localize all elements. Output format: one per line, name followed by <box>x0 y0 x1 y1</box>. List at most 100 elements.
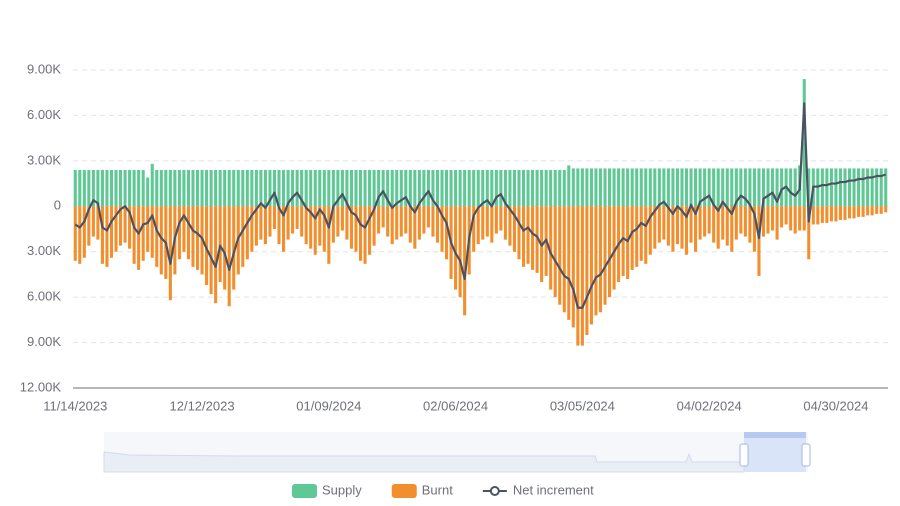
bar <box>716 206 720 249</box>
bar <box>598 168 603 207</box>
bar <box>490 169 494 207</box>
bar <box>358 169 363 207</box>
bar <box>445 169 449 207</box>
bar <box>847 168 852 207</box>
x-tick-label: 12/12/2023 <box>170 398 235 413</box>
x-tick-label: 11/14/2023 <box>43 398 107 413</box>
bar <box>816 206 820 225</box>
bar <box>626 206 630 279</box>
bar <box>875 206 879 214</box>
bar <box>512 206 516 252</box>
bar <box>445 206 449 260</box>
bar <box>644 206 648 264</box>
bar <box>218 206 222 282</box>
bar <box>870 206 874 216</box>
bar <box>340 169 344 207</box>
bar <box>766 168 770 207</box>
bar <box>141 169 145 207</box>
slider-handle[interactable] <box>801 443 811 467</box>
bar <box>309 206 313 249</box>
bar <box>503 206 507 240</box>
bar <box>585 206 589 335</box>
legend-label: Net increment <box>513 482 594 497</box>
bar <box>639 168 643 207</box>
legend-item[interactable]: Supply <box>292 482 362 498</box>
bar <box>802 206 806 231</box>
bar <box>761 206 766 237</box>
bar <box>666 168 670 207</box>
slider-window[interactable] <box>744 432 806 472</box>
bar <box>694 206 698 252</box>
y-tick-label: 3.00K <box>27 243 61 258</box>
bar <box>354 169 358 207</box>
bar <box>272 206 277 229</box>
bar <box>336 169 340 207</box>
bar <box>458 169 462 207</box>
bar <box>417 206 421 240</box>
bar <box>671 168 675 207</box>
bar <box>639 206 643 261</box>
bar <box>363 206 367 264</box>
bar <box>291 169 295 207</box>
bar <box>417 169 421 207</box>
bar <box>300 206 304 237</box>
slider-move-bar[interactable] <box>744 432 806 438</box>
bar <box>272 169 277 207</box>
bar <box>191 169 195 207</box>
bar <box>87 206 91 246</box>
bar <box>91 169 95 207</box>
bar <box>508 206 512 246</box>
bar <box>295 169 299 207</box>
bar <box>666 206 670 246</box>
bar <box>168 206 172 301</box>
bar <box>205 206 209 286</box>
bar <box>644 168 648 207</box>
bar <box>707 168 711 207</box>
bar <box>780 168 784 207</box>
bar <box>241 169 245 207</box>
bar <box>390 206 394 245</box>
bar <box>721 206 725 240</box>
y-tick-label: 9.00K <box>27 334 61 349</box>
bar <box>485 169 489 207</box>
bar <box>282 169 286 207</box>
bar <box>725 206 729 246</box>
bar <box>313 169 317 207</box>
data-zoom-slider[interactable] <box>103 432 811 473</box>
legend-marker <box>489 486 500 496</box>
bar <box>119 169 123 207</box>
bar <box>300 169 304 207</box>
bar <box>494 206 498 234</box>
bar <box>852 206 856 219</box>
bar <box>286 206 290 240</box>
bar <box>472 169 476 207</box>
bar <box>368 169 372 207</box>
bar <box>232 206 236 290</box>
legend-item[interactable]: Net increment <box>482 482 594 497</box>
bar <box>155 206 159 267</box>
bar <box>223 206 227 290</box>
legend-item[interactable]: Burnt <box>391 482 453 498</box>
bar <box>820 168 824 207</box>
grid <box>73 69 888 389</box>
bar <box>798 206 802 231</box>
bar <box>372 169 376 207</box>
y-tick-label: 0 <box>54 198 61 213</box>
bar <box>698 206 702 240</box>
bar <box>576 206 580 346</box>
bar <box>150 206 154 258</box>
slider-handle[interactable] <box>739 443 749 467</box>
bar <box>463 169 467 207</box>
bar <box>531 206 535 270</box>
bar <box>182 206 186 252</box>
bar <box>752 168 756 207</box>
bar <box>884 206 888 213</box>
bar <box>820 206 824 223</box>
bar <box>209 169 213 207</box>
bar <box>177 206 181 260</box>
bar <box>521 169 526 207</box>
x-tick-label: 02/06/2024 <box>423 398 488 413</box>
bar <box>322 169 326 207</box>
bar <box>793 168 797 207</box>
bar <box>829 168 833 207</box>
